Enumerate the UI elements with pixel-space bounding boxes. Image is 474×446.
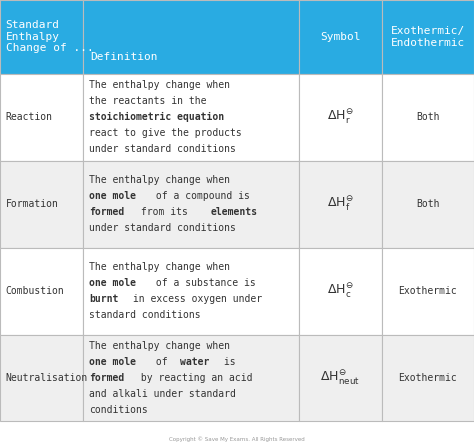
Text: and alkali under standard: and alkali under standard bbox=[89, 389, 236, 399]
Text: water: water bbox=[180, 357, 210, 367]
Text: one mole: one mole bbox=[89, 278, 136, 288]
Text: Copyright © Save My Exams. All Rights Reserved: Copyright © Save My Exams. All Rights Re… bbox=[169, 437, 305, 442]
Bar bbox=[83, 334, 299, 421]
Text: from its: from its bbox=[135, 207, 193, 217]
Text: of a compound is: of a compound is bbox=[150, 191, 250, 201]
Text: The enthalpy change when: The enthalpy change when bbox=[89, 341, 230, 351]
Text: in excess oxygen under: in excess oxygen under bbox=[127, 294, 262, 304]
Text: the reactants in the: the reactants in the bbox=[89, 96, 207, 106]
Text: $\mathsf{\Delta H_{neut}^{\ominus}}$: $\mathsf{\Delta H_{neut}^{\ominus}}$ bbox=[320, 369, 360, 387]
Bar bbox=[299, 0, 382, 74]
Bar bbox=[0, 248, 83, 334]
Text: Combustion: Combustion bbox=[6, 286, 64, 296]
Bar bbox=[0, 74, 83, 161]
Text: The enthalpy change when: The enthalpy change when bbox=[89, 175, 230, 185]
Bar bbox=[83, 0, 299, 74]
Text: The enthalpy change when: The enthalpy change when bbox=[89, 80, 230, 90]
Text: formed: formed bbox=[89, 373, 124, 383]
Text: Symbol: Symbol bbox=[320, 32, 360, 42]
Text: Neutralisation: Neutralisation bbox=[6, 373, 88, 383]
Bar bbox=[382, 74, 474, 161]
Text: conditions: conditions bbox=[89, 405, 148, 415]
Text: one mole: one mole bbox=[89, 357, 136, 367]
Text: burnt: burnt bbox=[89, 294, 118, 304]
Bar bbox=[382, 334, 474, 421]
Bar bbox=[83, 74, 299, 161]
Bar bbox=[382, 0, 474, 74]
Text: Definition: Definition bbox=[90, 53, 157, 62]
Bar bbox=[299, 334, 382, 421]
Text: The enthalpy change when: The enthalpy change when bbox=[89, 262, 230, 272]
Bar bbox=[83, 161, 299, 248]
Text: Both: Both bbox=[416, 199, 439, 209]
Text: under standard conditions: under standard conditions bbox=[89, 144, 236, 154]
Bar bbox=[299, 248, 382, 334]
Text: one mole: one mole bbox=[89, 191, 136, 201]
Text: Exothermic: Exothermic bbox=[399, 373, 457, 383]
Text: Formation: Formation bbox=[6, 199, 59, 209]
Text: Standard
Enthalpy
Change of ...: Standard Enthalpy Change of ... bbox=[6, 20, 93, 54]
Bar bbox=[299, 161, 382, 248]
Bar bbox=[0, 0, 83, 74]
Text: of: of bbox=[150, 357, 173, 367]
Text: standard conditions: standard conditions bbox=[89, 310, 201, 320]
Text: formed: formed bbox=[89, 207, 124, 217]
Bar bbox=[299, 74, 382, 161]
Bar bbox=[83, 248, 299, 334]
Text: elements: elements bbox=[210, 207, 257, 217]
Text: is: is bbox=[218, 357, 236, 367]
Text: $\mathsf{\Delta H_f^{\ominus}}$: $\mathsf{\Delta H_f^{\ominus}}$ bbox=[327, 195, 354, 213]
Bar bbox=[382, 161, 474, 248]
Text: stoichiometric equation: stoichiometric equation bbox=[89, 112, 224, 122]
Bar bbox=[0, 334, 83, 421]
Text: Exothermic/
Endothermic: Exothermic/ Endothermic bbox=[391, 26, 465, 48]
Text: Both: Both bbox=[416, 112, 439, 122]
Bar bbox=[0, 161, 83, 248]
Bar bbox=[382, 248, 474, 334]
Text: Reaction: Reaction bbox=[6, 112, 53, 122]
Text: react to give the products: react to give the products bbox=[89, 128, 242, 138]
Text: $\mathsf{\Delta H_c^{\ominus}}$: $\mathsf{\Delta H_c^{\ominus}}$ bbox=[327, 282, 354, 300]
Text: by reacting an acid: by reacting an acid bbox=[135, 373, 252, 383]
Text: under standard conditions: under standard conditions bbox=[89, 223, 236, 233]
Text: of a substance is: of a substance is bbox=[150, 278, 255, 288]
Text: $\mathsf{\Delta H_r^{\ominus}}$: $\mathsf{\Delta H_r^{\ominus}}$ bbox=[327, 108, 354, 126]
Text: Exothermic: Exothermic bbox=[399, 286, 457, 296]
